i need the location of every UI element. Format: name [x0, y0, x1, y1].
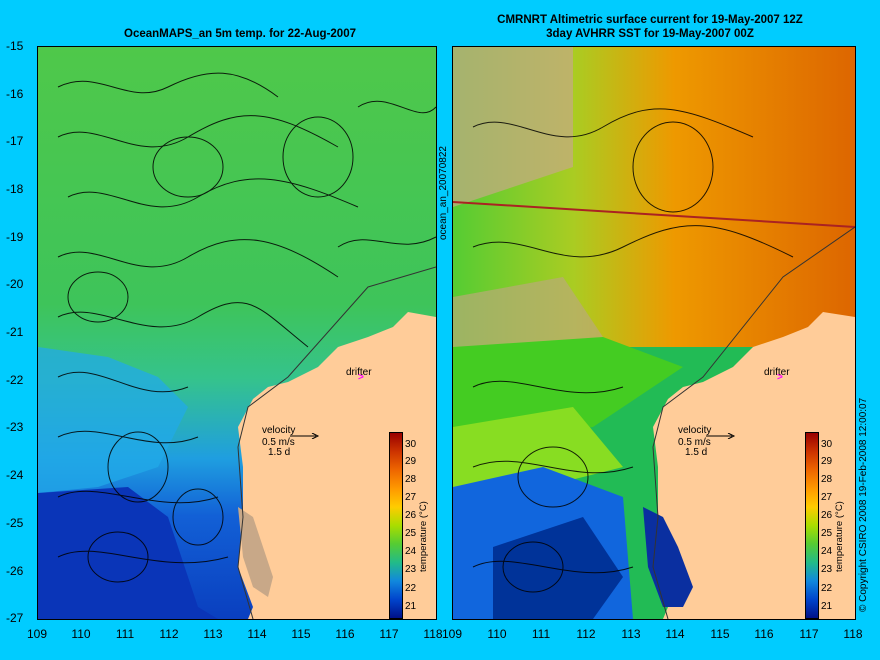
right-map-svg — [453, 47, 855, 619]
right-panel-title-line1: CMRNRT Altimetric surface current for 19… — [497, 14, 803, 26]
current-vectors — [57, 72, 436, 583]
lon-tick: 115 — [291, 627, 311, 641]
left-drifter-marker: > — [358, 372, 364, 383]
left-colorbar — [389, 432, 403, 619]
left-drifter-label: drifter — [346, 367, 372, 378]
lon-tick: 111 — [115, 627, 135, 641]
right-panel-title-line2: 3day AVHRR SST for 19-May-2007 00Z — [546, 28, 754, 40]
left-map-svg — [38, 47, 436, 619]
lon-tick: 116 — [754, 627, 774, 641]
right-velocity-scale: 0.5 m/s — [678, 437, 711, 448]
right-velocity-label: velocity — [678, 425, 712, 436]
lon-tick: 117 — [379, 627, 399, 641]
right-drifter-label: drifter — [764, 367, 790, 378]
lat-tick: -25 — [6, 516, 24, 530]
australia-land — [238, 312, 436, 619]
left-velocity-time: 1.5 d — [268, 447, 291, 458]
lon-tick: 109 — [26, 627, 48, 641]
shelf-contour — [237, 266, 436, 619]
left-colorbar-label: temperature (°C) — [418, 501, 429, 572]
lat-tick: -18 — [6, 182, 24, 196]
lon-tick: 112 — [159, 627, 179, 641]
left-velocity-arrow-icon — [290, 433, 320, 439]
lat-tick: -26 — [6, 564, 24, 578]
lat-tick: -17 — [6, 134, 24, 148]
lat-tick: -15 — [6, 39, 24, 53]
lat-tick: -21 — [6, 325, 24, 339]
lon-tick: 112 — [576, 627, 596, 641]
lon-tick: 118 — [423, 627, 443, 641]
right-colorbar — [805, 432, 819, 619]
right-drifter-marker: > — [777, 372, 783, 383]
left-velocity-label: velocity — [262, 425, 296, 436]
lon-tick: 110 — [487, 627, 507, 641]
lon-tick: 113 — [621, 627, 641, 641]
left-velocity-scale: 0.5 m/s — [262, 437, 295, 448]
left-panel-title: OceanMAPS_an 5m temp. for 22-Aug-2007 — [124, 28, 356, 40]
lon-tick: 114 — [247, 627, 267, 641]
shelf-contour — [652, 226, 855, 619]
lat-tick: -16 — [6, 87, 24, 101]
copyright-label: © Copyright CSIRO 2008 19-Feb-2008 12:00… — [858, 397, 869, 612]
lat-tick: -22 — [6, 373, 24, 387]
right-velocity-time: 1.5 d — [685, 447, 708, 458]
lat-tick: -24 — [6, 468, 24, 482]
lon-tick: 115 — [710, 627, 730, 641]
lat-tick: -27 — [6, 611, 24, 625]
lat-tick: -19 — [6, 230, 24, 244]
current-vectors — [472, 108, 794, 593]
right-velocity-arrow-icon — [706, 433, 736, 439]
lon-tick: 114 — [665, 627, 685, 641]
lon-tick: 117 — [799, 627, 819, 641]
lat-tick: -20 — [6, 277, 24, 291]
lon-tick: 116 — [335, 627, 355, 641]
australia-land — [653, 312, 855, 619]
lon-tick: 118 — [843, 627, 863, 641]
right-map-panel — [452, 46, 856, 620]
left-side-label: ocean_an_20070822 — [438, 146, 449, 240]
lat-tick: -23 — [6, 420, 24, 434]
lon-tick: 110 — [71, 627, 91, 641]
right-colorbar-label: temperature (°C) — [834, 501, 845, 572]
lon-tick: 113 — [203, 627, 223, 641]
lon-tick: 111 — [531, 627, 551, 641]
lon-tick: 109 — [441, 627, 463, 641]
left-map-panel — [37, 46, 437, 620]
